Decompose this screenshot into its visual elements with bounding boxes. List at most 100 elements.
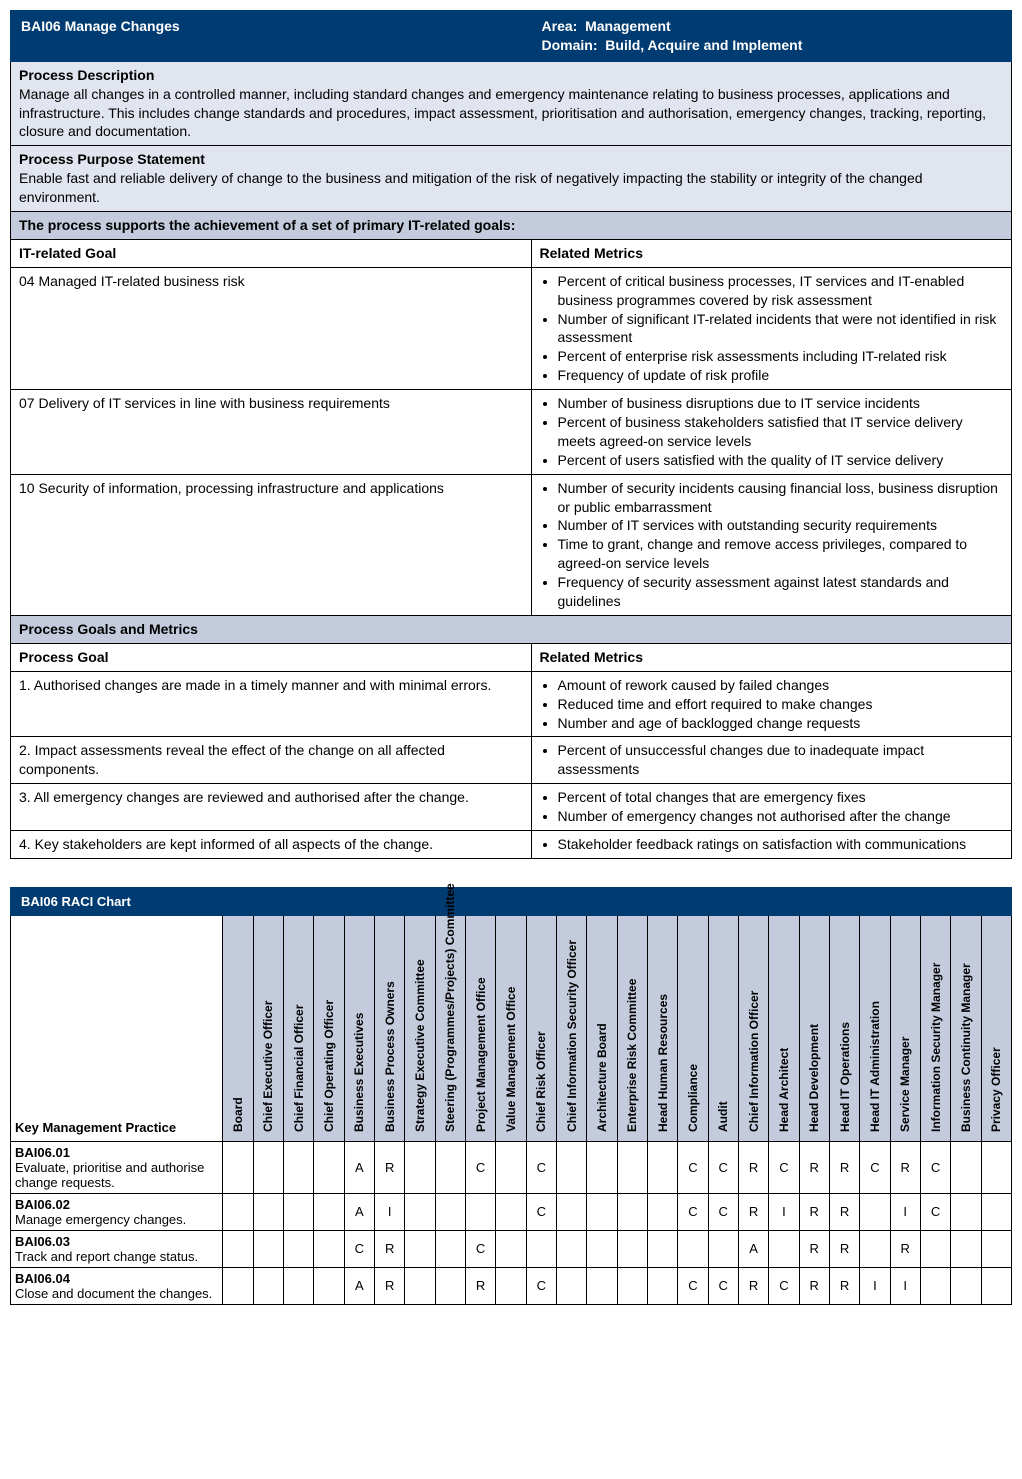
raci-role-header: Chief Executive Officer	[253, 915, 283, 1141]
process-goal-metrics: Percent of total changes that are emerge…	[531, 784, 1011, 831]
it-goals-body: 04 Managed IT-related business risk Perce…	[11, 267, 1012, 615]
raci-role-label: Service Manager	[898, 922, 912, 1132]
raci-cell: R	[829, 1141, 859, 1193]
raci-cell	[496, 1141, 526, 1193]
metric-item: Number of business disruptions due to IT…	[558, 394, 1003, 413]
raci-practice-row: BAI06.01Evaluate, prioritise and authori…	[11, 1141, 1012, 1193]
raci-role-label: Chief Operating Officer	[322, 922, 336, 1132]
raci-role-label: Business Process Owners	[383, 922, 397, 1132]
raci-cell: C	[708, 1141, 738, 1193]
process-goal-metrics: Stakeholder feedback ratings on satisfac…	[531, 830, 1011, 858]
domain-value: Build, Acquire and Implement	[605, 37, 802, 53]
process-goal-text: 3. All emergency changes are reviewed an…	[11, 784, 532, 831]
process-goal-text: 2. Impact assessments reveal the effect …	[11, 737, 532, 784]
metric-item: Percent of enterprise risk assessments i…	[558, 347, 1003, 366]
raci-cell: A	[738, 1230, 768, 1267]
raci-cell	[435, 1267, 465, 1304]
raci-cell	[617, 1230, 647, 1267]
it-goal-row: 10 Security of information, processing i…	[11, 474, 1012, 615]
raci-cell	[617, 1267, 647, 1304]
it-goal-metrics: Number of security incidents causing fin…	[531, 474, 1011, 615]
raci-cell: R	[465, 1267, 495, 1304]
raci-cell: C	[526, 1193, 556, 1230]
raci-role-header: Privacy Officer	[981, 915, 1011, 1141]
raci-cell	[253, 1141, 283, 1193]
raci-cell: C	[920, 1193, 950, 1230]
raci-body: BAI06.01Evaluate, prioritise and authori…	[11, 1141, 1012, 1304]
raci-practice-label: BAI06.02Manage emergency changes.	[11, 1193, 223, 1230]
it-goal-text: 04 Managed IT-related business risk	[11, 267, 532, 389]
raci-cell: C	[769, 1267, 799, 1304]
metric-item: Percent of critical business processes, …	[558, 272, 1003, 310]
raci-cell	[981, 1230, 1011, 1267]
raci-cell: R	[738, 1193, 768, 1230]
raci-role-header: Enterprise Risk Committee	[617, 915, 647, 1141]
raci-cell	[587, 1141, 617, 1193]
process-goal-text: 1. Authorised changes are made in a time…	[11, 671, 532, 737]
raci-cell: R	[374, 1267, 404, 1304]
raci-practice-label: BAI06.04Close and document the changes.	[11, 1267, 223, 1304]
process-goal-row: 4. Key stakeholders are kept informed of…	[11, 830, 1012, 858]
raci-role-label: Business Executives	[352, 922, 366, 1132]
process-purpose-body: Enable fast and reliable delivery of cha…	[19, 169, 1003, 207]
raci-role-label: Chief Risk Officer	[534, 922, 548, 1132]
raci-cell	[981, 1193, 1011, 1230]
raci-cell: C	[769, 1141, 799, 1193]
it-goal-metrics: Number of business disruptions due to IT…	[531, 390, 1011, 475]
raci-cell	[951, 1193, 981, 1230]
process-table: BAI06 Manage Changes Area: Management Do…	[10, 10, 1012, 859]
raci-role-header: Audit	[708, 915, 738, 1141]
raci-cell: R	[890, 1230, 920, 1267]
process-goal-row: 1. Authorised changes are made in a time…	[11, 671, 1012, 737]
metric-item: Percent of business stakeholders satisfi…	[558, 413, 1003, 451]
raci-role-label: Project Management Office	[474, 922, 488, 1132]
raci-role-header: Compliance	[678, 915, 708, 1141]
raci-cell	[496, 1267, 526, 1304]
raci-role-header: Project Management Office	[465, 915, 495, 1141]
process-description-row: Process Description Manage all changes i…	[11, 61, 1012, 146]
raci-practice-label: BAI06.01Evaluate, prioritise and authori…	[11, 1141, 223, 1193]
raci-cell	[860, 1193, 890, 1230]
raci-cell: I	[890, 1267, 920, 1304]
raci-cell	[587, 1193, 617, 1230]
raci-cell	[314, 1193, 344, 1230]
process-description-title: Process Description	[19, 66, 1003, 85]
raci-practice-code: BAI06.01	[15, 1145, 218, 1160]
raci-role-header: Business Process Owners	[374, 915, 404, 1141]
raci-title: BAI06 RACI Chart	[11, 887, 1012, 915]
raci-role-label: Compliance	[686, 922, 700, 1132]
raci-role-header: Head Development	[799, 915, 829, 1141]
metric-item: Percent of total changes that are emerge…	[558, 788, 1003, 807]
raci-cell	[435, 1141, 465, 1193]
raci-table: BAI06 RACI Chart Key Management Practice…	[10, 887, 1012, 1305]
raci-cell	[587, 1267, 617, 1304]
raci-cell: C	[465, 1141, 495, 1193]
raci-cell	[465, 1193, 495, 1230]
raci-cell	[405, 1141, 435, 1193]
raci-role-header: Chief Risk Officer	[526, 915, 556, 1141]
raci-role-header: Head IT Administration	[860, 915, 890, 1141]
area-label: Area:	[542, 18, 578, 34]
raci-role-label: Strategy Executive Committee	[413, 922, 427, 1132]
raci-cell	[496, 1193, 526, 1230]
domain-label: Domain:	[542, 37, 598, 53]
raci-cell: C	[678, 1141, 708, 1193]
raci-role-header: Head Architect	[769, 915, 799, 1141]
raci-cell	[556, 1267, 586, 1304]
raci-cell: C	[920, 1141, 950, 1193]
raci-role-label: Value Management Office	[504, 922, 518, 1132]
process-goal-row: 2. Impact assessments reveal the effect …	[11, 737, 1012, 784]
raci-practice-row: BAI06.04Close and document the changes.A…	[11, 1267, 1012, 1304]
raci-cell	[223, 1141, 253, 1193]
raci-role-label: Enterprise Risk Committee	[625, 922, 639, 1132]
process-goal-metrics: Amount of rework caused by failed change…	[531, 671, 1011, 737]
metric-item: Frequency of security assessment against…	[558, 573, 1003, 611]
raci-cell: R	[738, 1141, 768, 1193]
raci-cell	[435, 1193, 465, 1230]
raci-cell	[405, 1267, 435, 1304]
process-purpose-row: Process Purpose Statement Enable fast an…	[11, 146, 1012, 212]
process-goal-col-header: Process Goal	[11, 643, 532, 671]
process-goal-row: 3. All emergency changes are reviewed an…	[11, 784, 1012, 831]
raci-cell	[283, 1141, 313, 1193]
raci-cell	[647, 1267, 677, 1304]
